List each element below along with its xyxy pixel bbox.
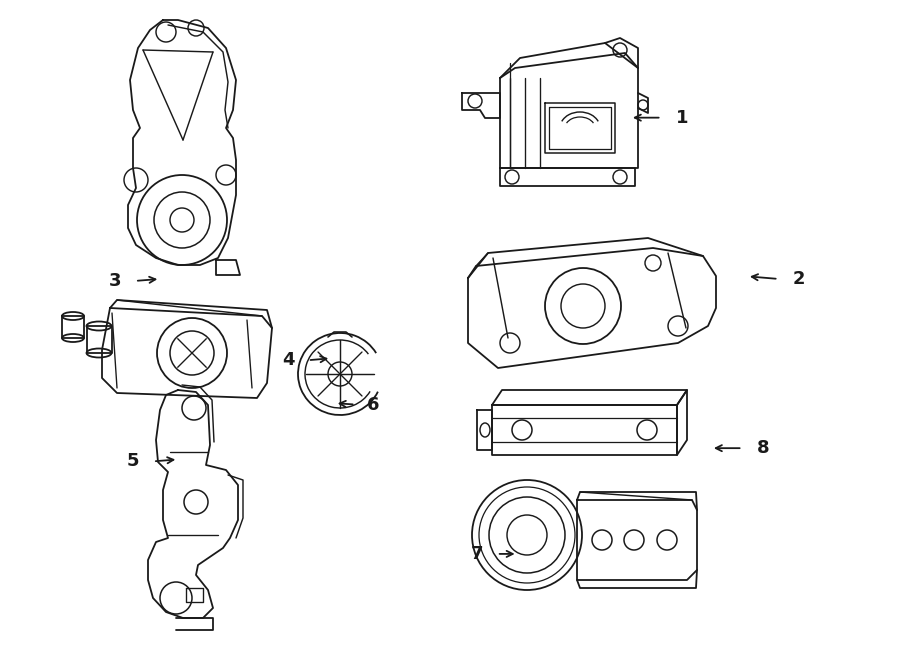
Text: 7: 7 bbox=[471, 545, 483, 563]
Text: 1: 1 bbox=[676, 108, 688, 127]
Text: 8: 8 bbox=[757, 439, 770, 457]
Text: 4: 4 bbox=[282, 351, 294, 369]
Text: 3: 3 bbox=[109, 272, 122, 290]
Text: 6: 6 bbox=[367, 395, 380, 414]
Text: 2: 2 bbox=[793, 270, 806, 288]
Text: 5: 5 bbox=[127, 452, 140, 471]
